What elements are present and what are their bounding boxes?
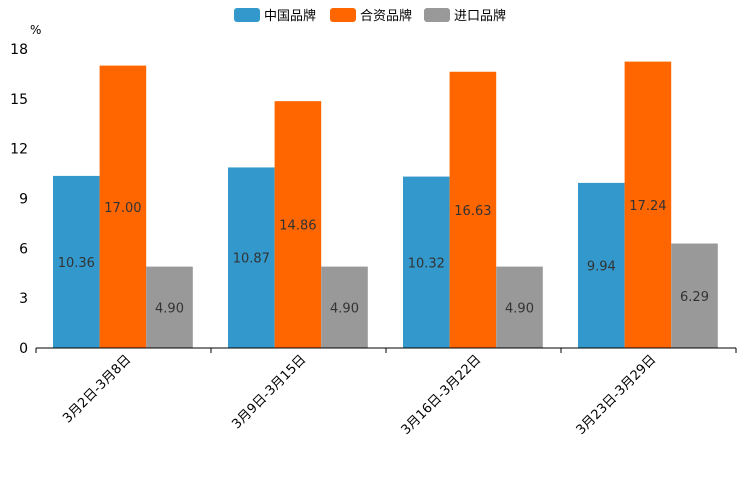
bar <box>624 61 672 348</box>
bar-value-label: 6.29 <box>680 290 709 305</box>
bar <box>321 266 368 348</box>
bar <box>449 71 497 348</box>
bar <box>403 176 450 348</box>
y-tick-label: 15 <box>10 92 28 108</box>
legend-label: 合资品牌 <box>360 8 412 24</box>
x-tick-label: 3月2日-3月8日 <box>60 352 134 426</box>
bar <box>53 175 100 348</box>
bar <box>274 101 322 348</box>
x-axis: 3月2日-3月8日 3月9日-3月15日 3月16日-3月22日 3月23日-3月29… <box>35 347 737 438</box>
y-tick-label: 18 <box>10 42 28 58</box>
bar-value-label: 14.86 <box>279 219 316 234</box>
x-tick-label: 3月16日-3月22日 <box>399 352 485 438</box>
bar <box>671 243 718 348</box>
bar-group: 10.36 17.00 4.90 10.87 14.86 4.90 10.32 16.63 4.… <box>53 61 718 348</box>
bar-value-label: 17.24 <box>629 199 666 214</box>
x-tick-label: 3月9日-3月15日 <box>229 352 309 432</box>
y-axis-unit: % <box>30 23 41 37</box>
legend-label: 进口品牌 <box>454 8 506 24</box>
legend-swatch <box>424 8 450 22</box>
bar <box>578 182 625 348</box>
bar-value-label: 16.63 <box>454 204 491 219</box>
legend-swatch <box>330 8 356 22</box>
bar-value-label: 9.94 <box>587 259 616 274</box>
bar-value-label: 10.32 <box>408 256 445 271</box>
bar-value-label: 10.36 <box>58 256 95 271</box>
bar-value-label: 10.87 <box>233 252 270 267</box>
y-axis: 0 3 6 9 12 15 18 <box>10 42 28 357</box>
y-tick-label: 9 <box>19 192 28 208</box>
bar <box>496 266 543 348</box>
y-tick-label: 12 <box>10 142 28 158</box>
y-tick-label: 6 <box>19 241 28 257</box>
bar-value-label: 4.90 <box>505 301 534 316</box>
legend-label: 中国品牌 <box>264 8 316 24</box>
bar-value-label: 4.90 <box>155 301 184 316</box>
chart-legend: 中国品牌 合资品牌 进口品牌 <box>234 8 506 24</box>
y-tick-label: 0 <box>19 341 28 357</box>
x-tick-label: 3月23日-3月29日 <box>574 352 660 438</box>
bar <box>228 167 275 348</box>
bar <box>146 266 193 348</box>
bar-value-label: 4.90 <box>330 301 359 316</box>
bar-value-label: 17.00 <box>104 201 141 216</box>
y-tick-label: 3 <box>19 291 28 307</box>
bar <box>99 65 147 348</box>
legend-swatch <box>234 8 260 22</box>
